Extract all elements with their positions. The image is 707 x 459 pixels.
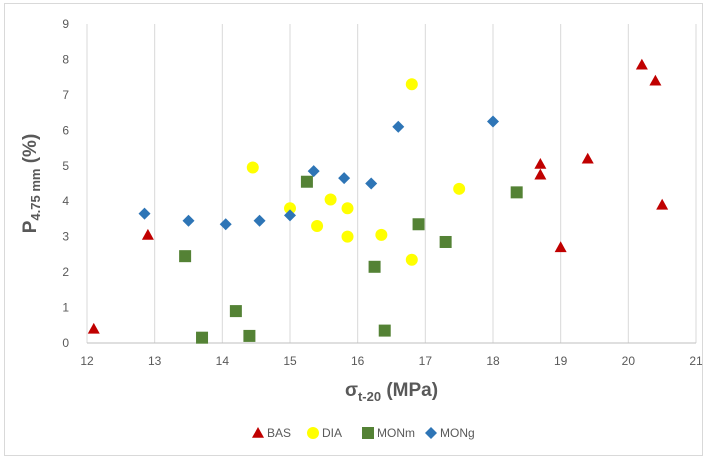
y-tick-label: 4 (62, 194, 69, 208)
point-mong (365, 177, 378, 190)
series-bas (87, 58, 669, 334)
point-bas (649, 74, 662, 86)
point-monm (243, 329, 256, 342)
point-bas (554, 241, 567, 253)
point-bas (534, 158, 547, 169)
point-mong (219, 218, 232, 231)
legend-marker-bas (252, 427, 264, 438)
point-monm (196, 331, 209, 344)
y-tick-label: 8 (62, 52, 69, 66)
legend-item-mong: MONg (425, 426, 475, 440)
x-tick-label: 18 (486, 354, 500, 368)
x-axis-title-unit: (MPa) (381, 380, 438, 401)
point-dia (341, 202, 354, 215)
x-tick-label: 16 (351, 354, 365, 368)
series-mong (138, 115, 499, 231)
point-dia (405, 253, 418, 266)
legend-label-bas: BAS (267, 426, 291, 440)
y-tick-label: 1 (62, 301, 69, 315)
x-tick-label: 14 (216, 354, 230, 368)
x-axis-title-subscript: t-20 (358, 389, 381, 404)
x-tick-label: 12 (80, 354, 94, 368)
y-tick-label: 5 (62, 159, 69, 173)
point-mong (392, 120, 405, 133)
y-axis-title-main: P (20, 220, 41, 233)
x-axis-title: σt-20 (MPa) (345, 380, 438, 404)
legend-marker-mong (425, 427, 437, 439)
point-dia (311, 220, 324, 233)
x-tick-label: 20 (622, 354, 636, 368)
point-dia (375, 228, 388, 241)
x-tick-label: 21 (689, 354, 703, 368)
point-monm (368, 260, 381, 273)
legend-item-bas: BAS (252, 426, 291, 440)
chart-frame (4, 3, 703, 456)
legend-marker-dia (307, 427, 319, 439)
point-mong (182, 214, 195, 227)
point-dia (324, 193, 337, 206)
point-dia (284, 202, 296, 215)
x-tick-label: 19 (554, 354, 568, 368)
grid (86, 24, 697, 343)
point-mong (307, 165, 320, 178)
x-tick-label: 15 (283, 354, 297, 368)
point-monm (412, 218, 425, 231)
legend-item-monm: MONm (362, 426, 415, 440)
point-bas (656, 198, 669, 210)
point-dia (453, 182, 466, 195)
point-bas (534, 168, 547, 180)
point-dia (341, 230, 354, 243)
point-mong (138, 207, 151, 220)
y-axis-title: P4.75 mm (%) (20, 134, 43, 234)
y-tick-label: 6 (62, 123, 69, 137)
point-bas (87, 322, 100, 334)
point-mong (338, 172, 351, 185)
legend-item-dia: DIA (307, 426, 342, 440)
y-axis-title-unit: (%) (20, 134, 41, 169)
point-monm (510, 186, 523, 199)
point-monm (439, 235, 452, 248)
legend-label-mong: MONg (440, 426, 475, 440)
point-dia (405, 78, 418, 91)
series-monm (179, 175, 523, 344)
y-tick-label: 3 (62, 230, 69, 244)
x-tick-label: 13 (148, 354, 162, 368)
point-mong (487, 115, 499, 128)
point-dia (246, 161, 259, 174)
y-tick-label: 9 (62, 17, 69, 31)
point-monm (229, 305, 242, 318)
y-tick-label: 2 (62, 265, 69, 279)
y-tick-label: 0 (62, 336, 69, 350)
x-tick-label: 17 (419, 354, 433, 368)
point-monm (179, 250, 192, 263)
point-bas (141, 228, 154, 240)
legend-marker-monm (362, 427, 374, 439)
legend-label-dia: DIA (322, 426, 342, 440)
y-tick-labels: 0 1 2 3 4 5 6 7 8 9 (62, 17, 69, 350)
series-dia (246, 78, 466, 266)
y-axis-title-subscript: 4.75 mm (28, 169, 43, 221)
data-points (87, 58, 669, 344)
point-monm (300, 175, 313, 188)
legend: BAS DIA MONm MONg (252, 426, 475, 440)
x-axis-title-main: σ (345, 380, 358, 401)
point-monm (378, 324, 391, 337)
point-mong (284, 209, 296, 222)
point-bas (635, 58, 648, 70)
point-mong (253, 214, 266, 227)
x-tick-labels: 12 13 14 15 16 17 18 19 20 21 (80, 354, 703, 368)
legend-label-monm: MONm (377, 426, 415, 440)
point-bas (581, 152, 594, 164)
y-tick-label: 7 (62, 88, 69, 102)
